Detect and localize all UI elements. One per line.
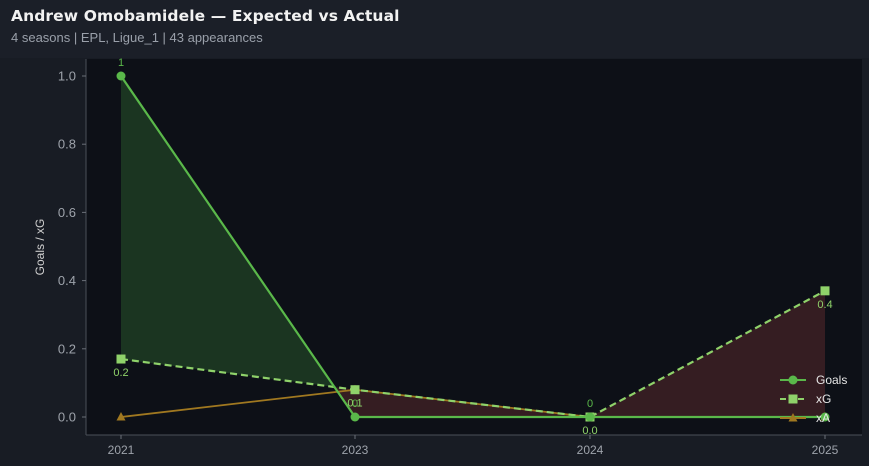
y-axis-label: Goals / xG: [33, 219, 47, 276]
legend-label: xG: [816, 392, 831, 406]
y-tick-label: 0.4: [58, 273, 76, 288]
xg-data-label: 0.4: [817, 299, 832, 311]
x-tick-label: 2021: [108, 443, 135, 457]
legend-label: xA: [816, 411, 830, 425]
legend-marker: [788, 375, 798, 385]
xg-series-line: [120, 289, 826, 419]
xg-data-label: 0.1: [347, 398, 362, 410]
x-tick-label: 2025: [812, 443, 839, 457]
xg-point: [820, 286, 830, 296]
y-tick-label: 0.6: [58, 205, 76, 220]
xg-point: [350, 385, 360, 395]
chart-header: Andrew Omobamidele — Expected vs Actual …: [0, 0, 869, 58]
y-tick-label: 0.2: [58, 341, 76, 356]
goals-data-label: 1: [118, 57, 124, 69]
goals-point: [116, 71, 126, 81]
x-tick-label: 2023: [342, 443, 369, 457]
chart-title: Andrew Omobamidele — Expected vs Actual: [11, 7, 400, 25]
legend-label: Goals: [816, 373, 847, 387]
y-tick-label: 1.0: [58, 69, 76, 84]
goals-point: [820, 412, 830, 422]
xg-data-label: 0.2: [113, 367, 128, 379]
goals-point: [585, 412, 595, 422]
xg-point: [116, 354, 126, 364]
legend-marker: [788, 413, 798, 422]
xa-point: [116, 412, 126, 421]
y-tick-label: 0.0: [58, 410, 76, 425]
x-tick-label: 2024: [577, 443, 604, 457]
chart-subtitle: 4 seasons | EPL, Ligue_1 | 43 appearance…: [11, 30, 263, 45]
goals-series-line: [120, 75, 825, 419]
goals-point: [350, 412, 360, 422]
goals-data-label: 0: [587, 398, 593, 410]
legend-marker: [788, 394, 798, 404]
goals-data-label: 0: [352, 398, 358, 410]
xg-data-label: 0.0: [582, 425, 597, 437]
y-tick-label: 0.8: [58, 137, 76, 152]
